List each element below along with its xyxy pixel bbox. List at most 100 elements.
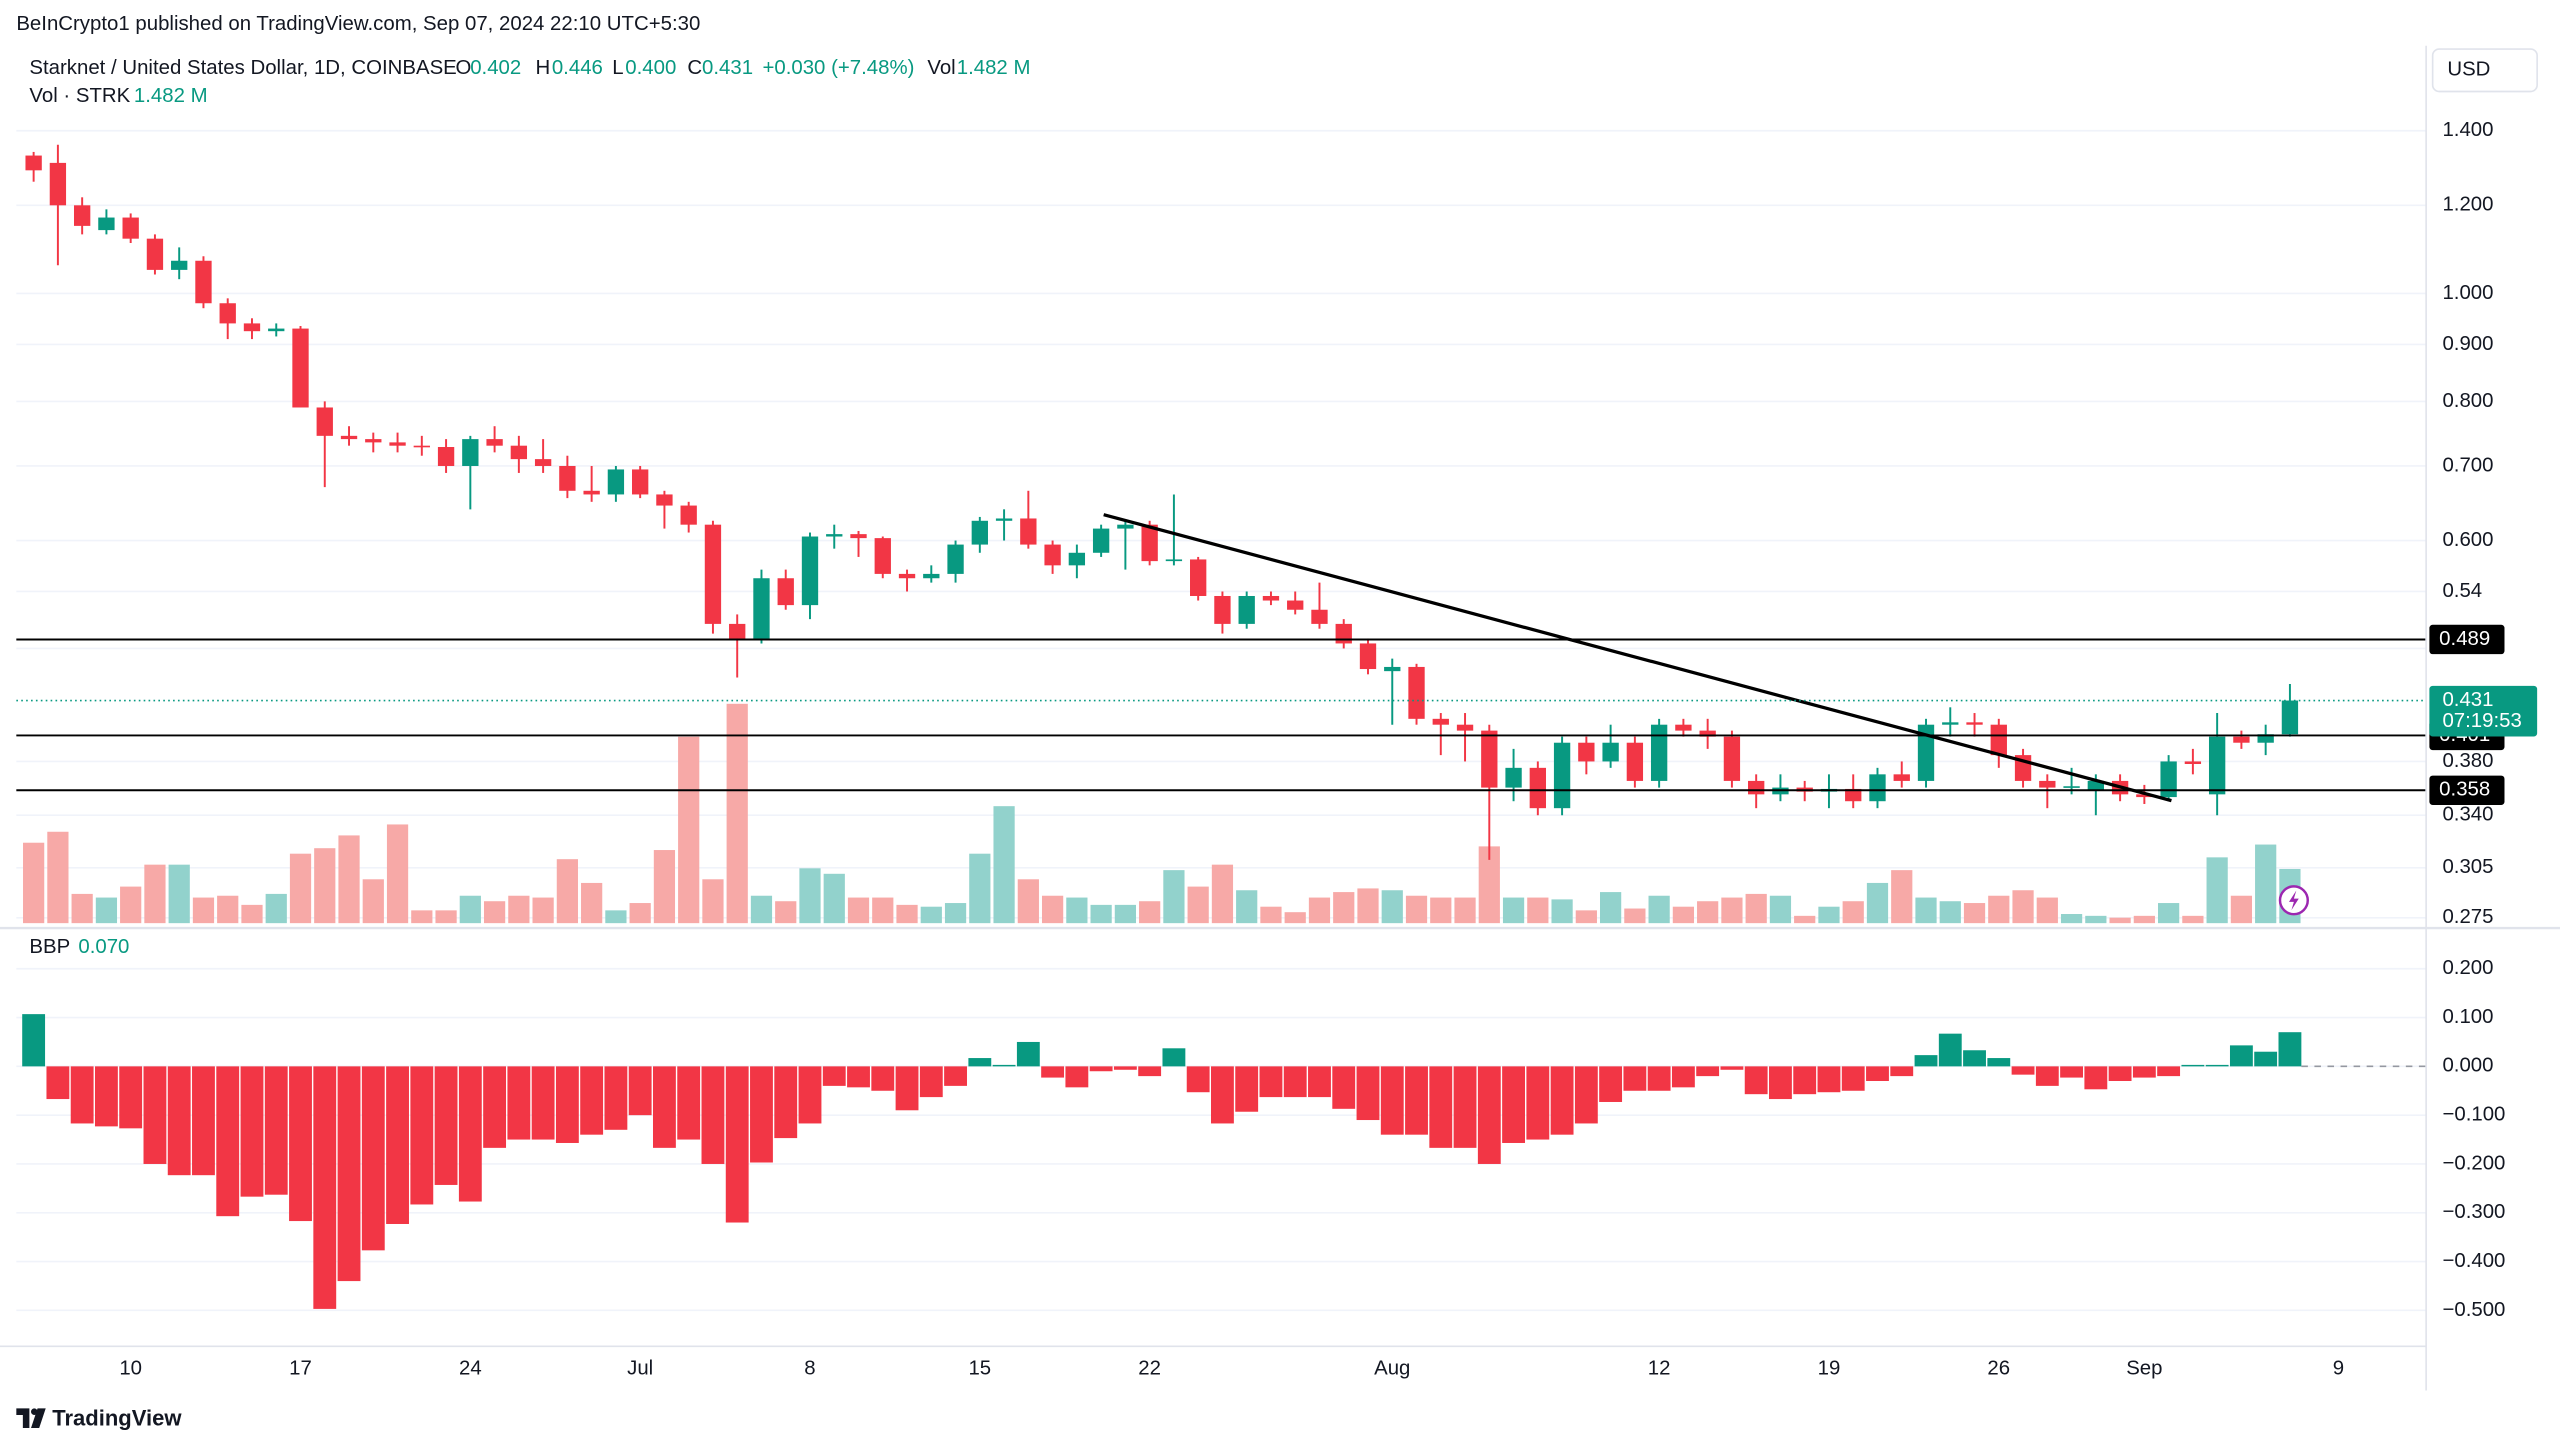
candle-body xyxy=(1359,643,1377,670)
y-tick-label: −0.400 xyxy=(2442,1250,2505,1272)
candle-body xyxy=(534,459,552,466)
bbp-bar xyxy=(604,1066,628,1130)
x-tick-label: Jul xyxy=(627,1358,653,1380)
volume-bar xyxy=(362,879,384,924)
candle-body xyxy=(365,439,382,443)
bbp-bar xyxy=(1235,1066,1259,1112)
candle-body xyxy=(2063,786,2080,788)
volume-bar xyxy=(459,895,481,924)
candle-body xyxy=(656,494,673,506)
candle-body xyxy=(1845,788,1862,802)
bbp-bar xyxy=(2181,1064,2205,1067)
volume-bar xyxy=(1066,897,1088,924)
x-tick-label: 17 xyxy=(289,1358,312,1380)
candle-body xyxy=(486,439,503,446)
volume-bar xyxy=(338,835,360,924)
bbp-bar xyxy=(1380,1066,1404,1135)
bbp-bar xyxy=(1405,1066,1428,1135)
bbp-bar xyxy=(1016,1041,1040,1067)
volume-name: Vol · STRK xyxy=(29,85,130,107)
volume-bar xyxy=(71,893,93,924)
volume-bar xyxy=(144,864,166,924)
y-tick-label: 1.400 xyxy=(2442,119,2493,141)
candle-body xyxy=(1238,595,1255,624)
candle-body xyxy=(316,407,333,436)
candle-body xyxy=(777,578,794,606)
candle-body xyxy=(340,435,358,440)
overlay: 10 17 24 Jul 8 15 22 Aug 12 19 26 Sep 9 1.400 1.200 1.0… xyxy=(16,119,2538,1380)
volume-bar xyxy=(1454,897,1476,924)
volume-bar xyxy=(1963,903,1986,924)
candle-body xyxy=(462,439,479,466)
bbp-bar xyxy=(386,1066,409,1224)
bbp-bar xyxy=(483,1066,507,1148)
y-tick-label: −0.200 xyxy=(2442,1152,2505,1174)
candle-body xyxy=(898,573,916,579)
countdown: 07:19:53 xyxy=(2442,710,2521,732)
bbp-bar xyxy=(1647,1066,1671,1091)
bbp-bar xyxy=(2254,1051,2278,1067)
bbp-bar xyxy=(555,1066,579,1143)
brand-dot[interactable] xyxy=(31,1408,38,1415)
volume-bar xyxy=(944,903,967,924)
candle-body xyxy=(995,518,1013,521)
bbp-bar xyxy=(1671,1066,1695,1088)
x-tick-label: 19 xyxy=(1818,1358,1841,1380)
volume-bar xyxy=(847,897,870,924)
y-tick-label: 1.000 xyxy=(2442,282,2493,304)
candle-body xyxy=(1578,742,1595,762)
alert-bolt[interactable] xyxy=(2288,890,2299,911)
volume-bar xyxy=(1405,895,1428,924)
candle-body xyxy=(1262,595,1280,601)
bbp-bar xyxy=(1186,1066,1210,1093)
bbp-bar xyxy=(1041,1066,1065,1078)
bbp-bar xyxy=(871,1066,895,1091)
brand-mark[interactable] xyxy=(16,1408,46,1429)
bbp-last: 0.070 xyxy=(78,936,129,958)
candle-body xyxy=(1602,742,1619,762)
x-tick-label: 8 xyxy=(804,1358,815,1380)
legend-open-label: O xyxy=(456,57,472,79)
volume-bar xyxy=(1600,892,1622,924)
bbp-bar xyxy=(2205,1064,2229,1067)
volume-bar xyxy=(581,882,603,924)
bbp-bar xyxy=(968,1058,992,1067)
bbp-bar xyxy=(94,1066,118,1127)
bbp-bar xyxy=(1744,1066,1768,1095)
bbp-bar xyxy=(2229,1045,2253,1067)
volume-bar xyxy=(168,864,190,924)
y-tick-label: −0.100 xyxy=(2442,1104,2505,1126)
level-label-box xyxy=(2429,624,2505,655)
volume-bar xyxy=(1551,899,1573,924)
last-price-label: 0.431 xyxy=(2442,689,2493,711)
volume-bar xyxy=(2109,917,2131,924)
volume-bar xyxy=(1527,897,1549,924)
y-tick-label: 0.600 xyxy=(2442,529,2493,551)
bbp-bar xyxy=(410,1066,434,1205)
brand-logo[interactable] xyxy=(16,1408,46,1429)
volume-bar xyxy=(2012,890,2034,924)
y-tick-label: 0.275 xyxy=(2442,906,2493,928)
volume-bar xyxy=(1139,901,1161,924)
candle-body xyxy=(1092,528,1110,553)
candle-body xyxy=(98,217,115,231)
candle-body xyxy=(2087,780,2104,791)
currency[interactable]: USD xyxy=(2447,59,2490,81)
volume-bar xyxy=(411,910,433,924)
bbp-bar xyxy=(919,1066,943,1098)
candle-body xyxy=(292,328,309,408)
level-label: 0.489 xyxy=(2439,628,2490,650)
brand[interactable]: TradingView xyxy=(52,1406,182,1431)
candle-body xyxy=(413,445,430,448)
legend-vol-label: Vol xyxy=(927,57,955,79)
bbp-bar xyxy=(2060,1066,2084,1078)
bbp-bar xyxy=(774,1066,798,1139)
currency-button[interactable] xyxy=(2431,48,2538,93)
alert-icon[interactable] xyxy=(2278,885,2309,916)
bbp-bar xyxy=(1599,1066,1623,1102)
last-price-box xyxy=(2429,685,2538,737)
volume-bar xyxy=(1575,910,1597,924)
candle-body xyxy=(971,520,988,545)
